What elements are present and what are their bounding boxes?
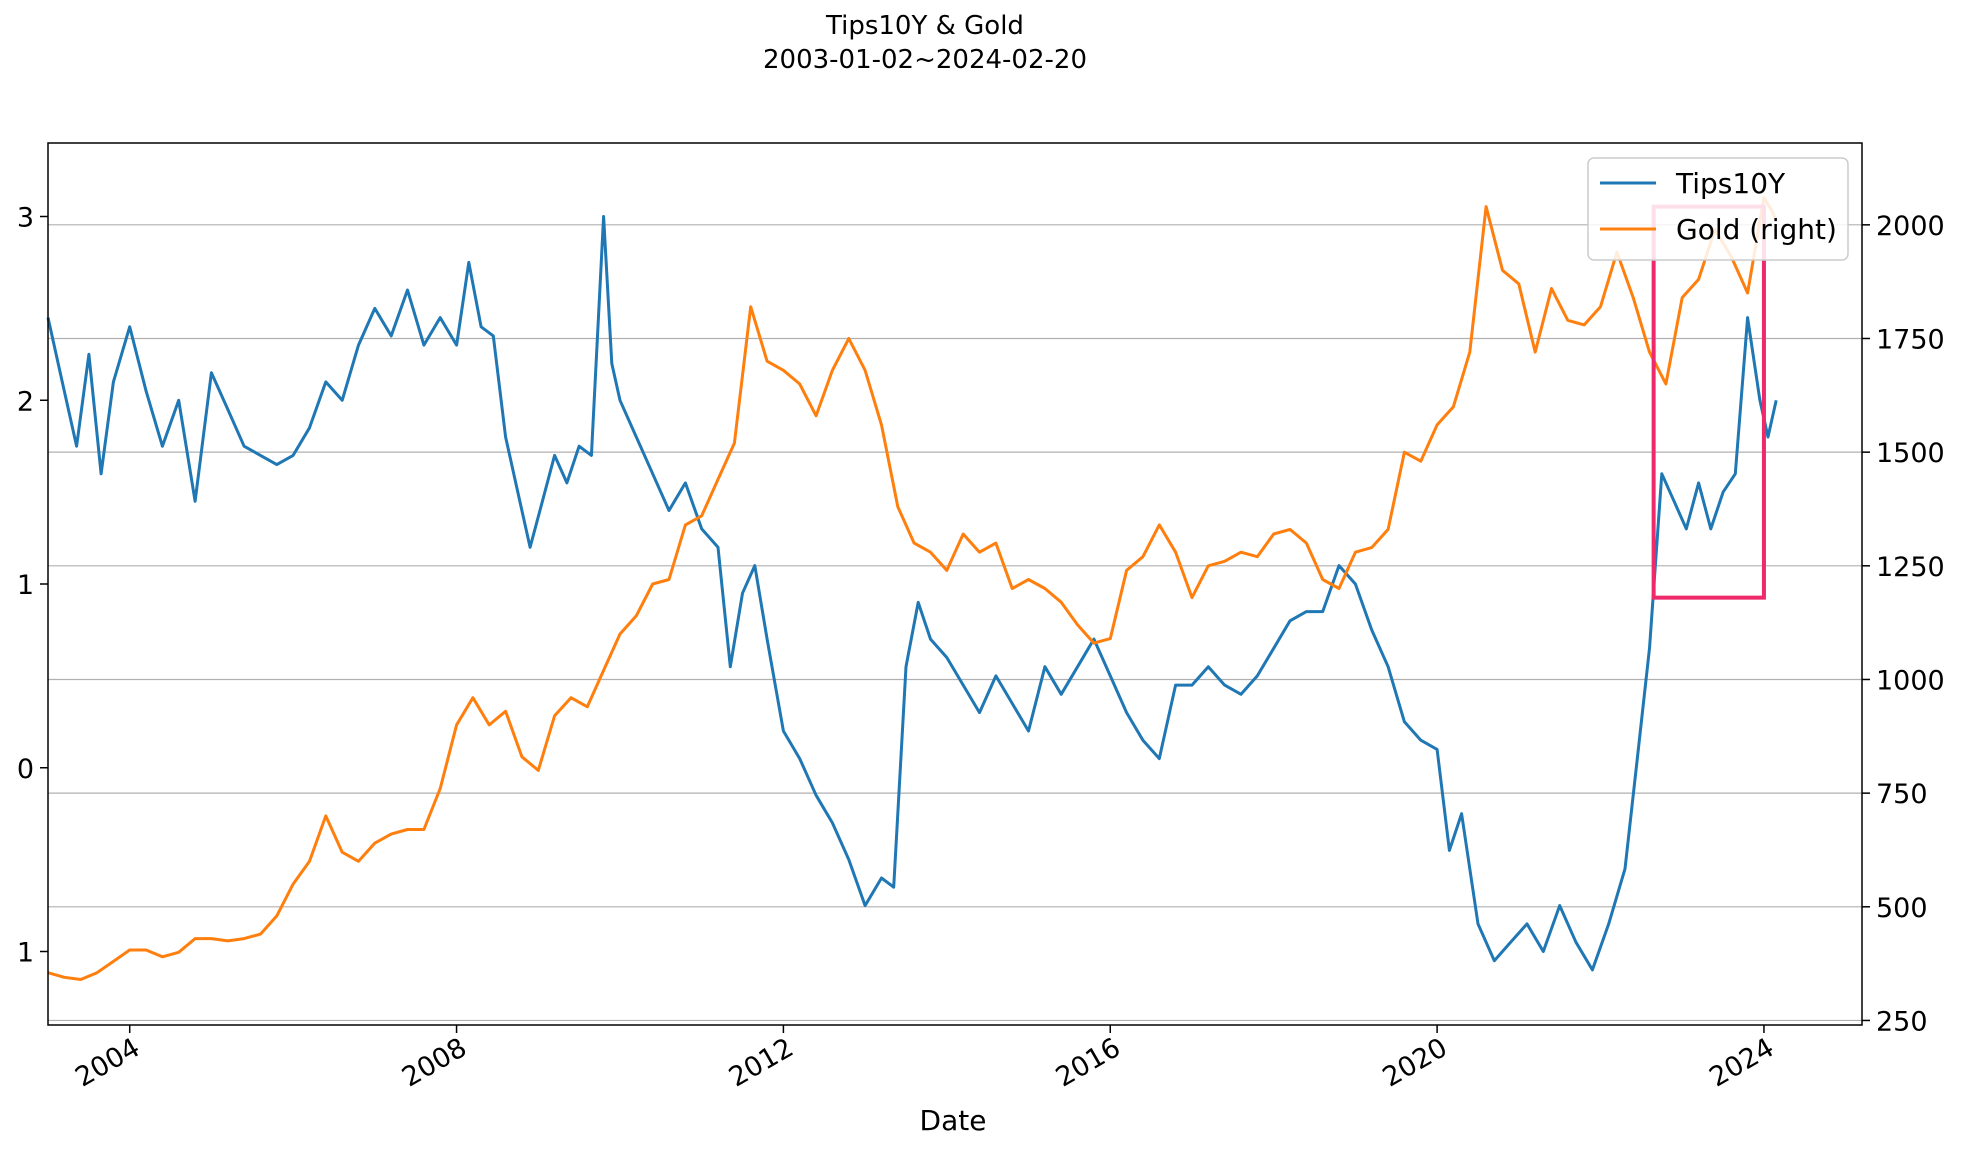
y-left-tick-label: 1 <box>17 938 34 969</box>
grid-layer <box>48 224 1862 1022</box>
y-right-tick-label: 500 <box>1876 893 1928 924</box>
x-tick-label: 2008 <box>397 1032 472 1093</box>
y-right-tick-label: 250 <box>1876 1006 1928 1037</box>
x-tick-label: 2020 <box>1378 1032 1453 1093</box>
chart-subtitle: 2003-01-02~2024-02-20 <box>763 45 1087 75</box>
y-right-tick-label: 1500 <box>1876 438 1945 469</box>
legend-label-tips10y: Tips10Y <box>1675 167 1786 200</box>
x-tick-label: 2016 <box>1051 1032 1126 1093</box>
y-left-tick-label: 3 <box>17 203 34 234</box>
x-tick-label: 2004 <box>70 1032 145 1093</box>
series-layer <box>46 196 1778 981</box>
series-line-1 <box>47 196 1778 981</box>
y-left-tick-label: 0 <box>17 754 34 785</box>
legend-label-gold: Gold (right) <box>1676 213 1837 246</box>
y-left-tick-label: 2 <box>17 386 34 417</box>
chart-title: Tips10Y & Gold <box>825 11 1024 41</box>
x-tick-label: 2024 <box>1704 1032 1779 1093</box>
x-axis-label: Date <box>920 1104 987 1137</box>
highlight-box <box>1651 204 1766 600</box>
y-right-tick-label: 2000 <box>1876 211 1945 242</box>
series-line-0 <box>46 215 1778 972</box>
y-right-tick-label: 1750 <box>1876 324 1945 355</box>
y-left-tick-label: 1 <box>17 570 34 601</box>
plot-frame <box>47 142 1863 1026</box>
legend: Tips10Y Gold (right) <box>1587 157 1849 261</box>
y-right-tick-label: 1250 <box>1876 552 1945 583</box>
x-tick-label: 2012 <box>724 1032 799 1093</box>
y-right-tick-label: 750 <box>1876 779 1928 810</box>
y-right-tick-label: 1000 <box>1876 665 1945 696</box>
